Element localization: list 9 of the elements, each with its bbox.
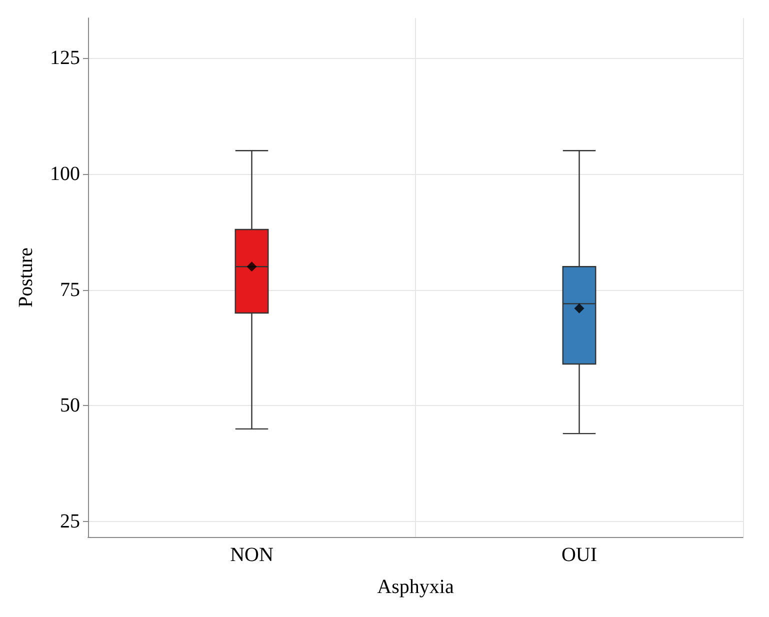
x-tick-label: NON (230, 544, 274, 566)
y-tick-label: 50 (60, 394, 80, 417)
x-axis-title: Asphyxia (377, 576, 454, 598)
y-axis-title: Posture (15, 247, 37, 308)
x-tick-label: OUI (561, 544, 598, 566)
y-tick-label: 75 (60, 278, 80, 301)
y-tick-label: 125 (50, 46, 80, 69)
y-tick-label: 100 (50, 162, 80, 185)
y-tick-label: 25 (60, 510, 80, 533)
